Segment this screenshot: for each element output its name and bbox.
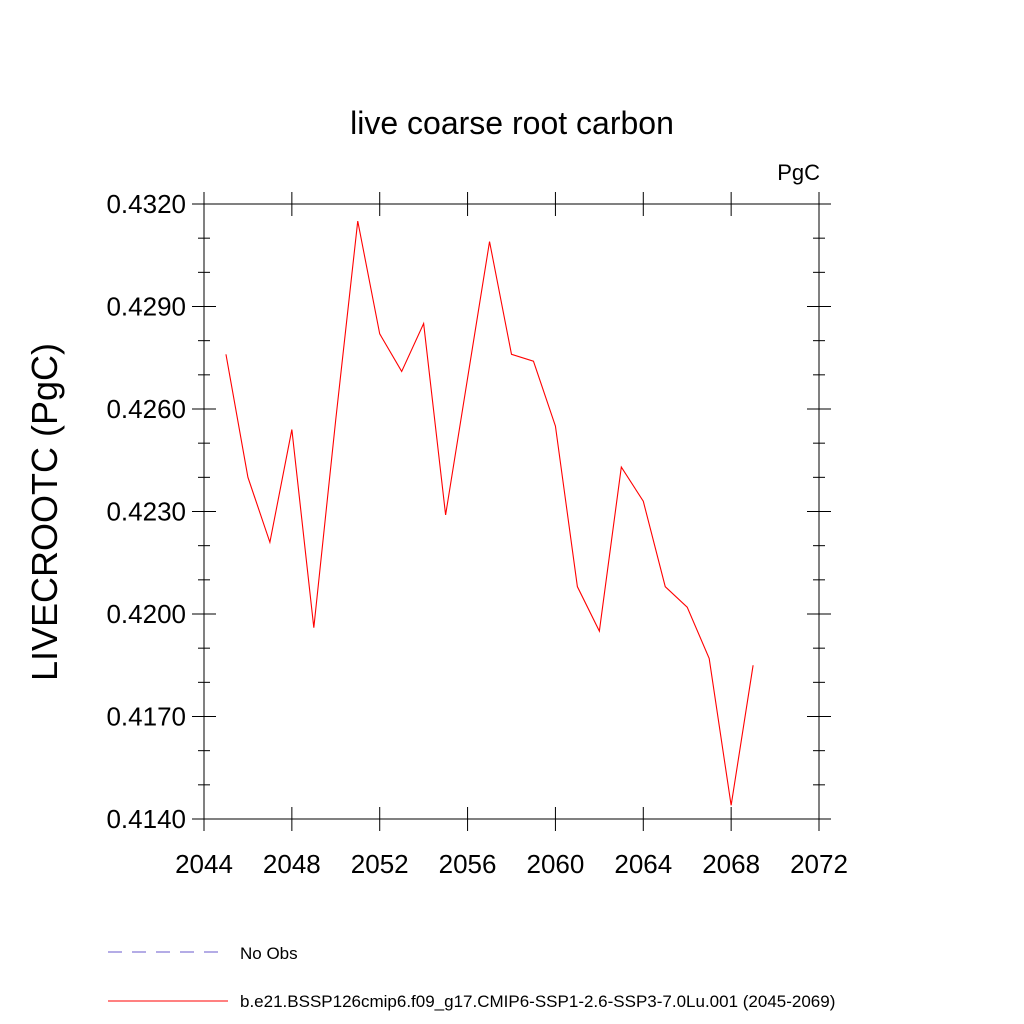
x-tick-label: 2072	[790, 849, 848, 879]
data-point	[555, 425, 556, 426]
y-tick-label: 0.4320	[106, 189, 186, 219]
chart-title: live coarse root carbon	[350, 105, 674, 141]
data-point	[665, 586, 666, 587]
data-point	[687, 607, 688, 608]
data-point	[511, 354, 512, 355]
x-tick-label: 2048	[263, 849, 321, 879]
data-point	[247, 477, 248, 478]
data-point	[533, 361, 534, 362]
data-point	[269, 542, 270, 543]
y-tick-label: 0.4140	[106, 804, 186, 834]
x-tick-label: 2052	[351, 849, 409, 879]
y-axis-label: LIVECROOTC (PgC)	[24, 343, 65, 681]
y-tick-label: 0.4170	[106, 702, 186, 732]
x-tick-label: 2064	[614, 849, 672, 879]
data-point	[357, 220, 358, 221]
data-point	[731, 805, 732, 806]
y-tick-label: 0.4290	[106, 292, 186, 322]
y-tick-label: 0.4230	[106, 497, 186, 527]
data-point	[599, 630, 600, 631]
data-point	[313, 627, 314, 628]
data-point	[621, 466, 622, 467]
data-point	[291, 429, 292, 430]
y-axis: 0.4140 0.4170 0.4200 0.4230 0.4260 0.4290 0.43…	[106, 189, 831, 834]
x-tick-label: 2044	[175, 849, 233, 879]
data-point	[225, 354, 226, 355]
data-point	[445, 514, 446, 515]
x-tick-label: 2056	[439, 849, 497, 879]
data-point	[467, 378, 468, 379]
data-point	[335, 419, 336, 420]
series-layer	[225, 220, 754, 806]
plot-frame	[203, 203, 820, 820]
y-tick-label: 0.4260	[106, 394, 186, 424]
data-point	[753, 665, 754, 666]
data-point	[577, 586, 578, 587]
data-point	[709, 658, 710, 659]
x-axis: 2044 2048 2052 2056 2060 2064 2068 2072	[175, 192, 848, 879]
legend: No Obs b.e21.BSSP126cmip6.f09_g17.CMIP6-…	[108, 944, 835, 1011]
data-point	[643, 501, 644, 502]
x-tick-label: 2060	[527, 849, 585, 879]
x-tick-label: 2068	[702, 849, 760, 879]
y-tick-label: 0.4200	[106, 599, 186, 629]
data-point	[489, 241, 490, 242]
legend-label-series: b.e21.BSSP126cmip6.f09_g17.CMIP6-SSP1-2.…	[240, 992, 835, 1011]
data-point	[379, 333, 380, 334]
units-label: PgC	[777, 160, 820, 185]
data-point	[401, 371, 402, 372]
data-point	[423, 323, 424, 324]
legend-label-no-obs: No Obs	[240, 944, 298, 963]
series-line	[225, 220, 754, 806]
